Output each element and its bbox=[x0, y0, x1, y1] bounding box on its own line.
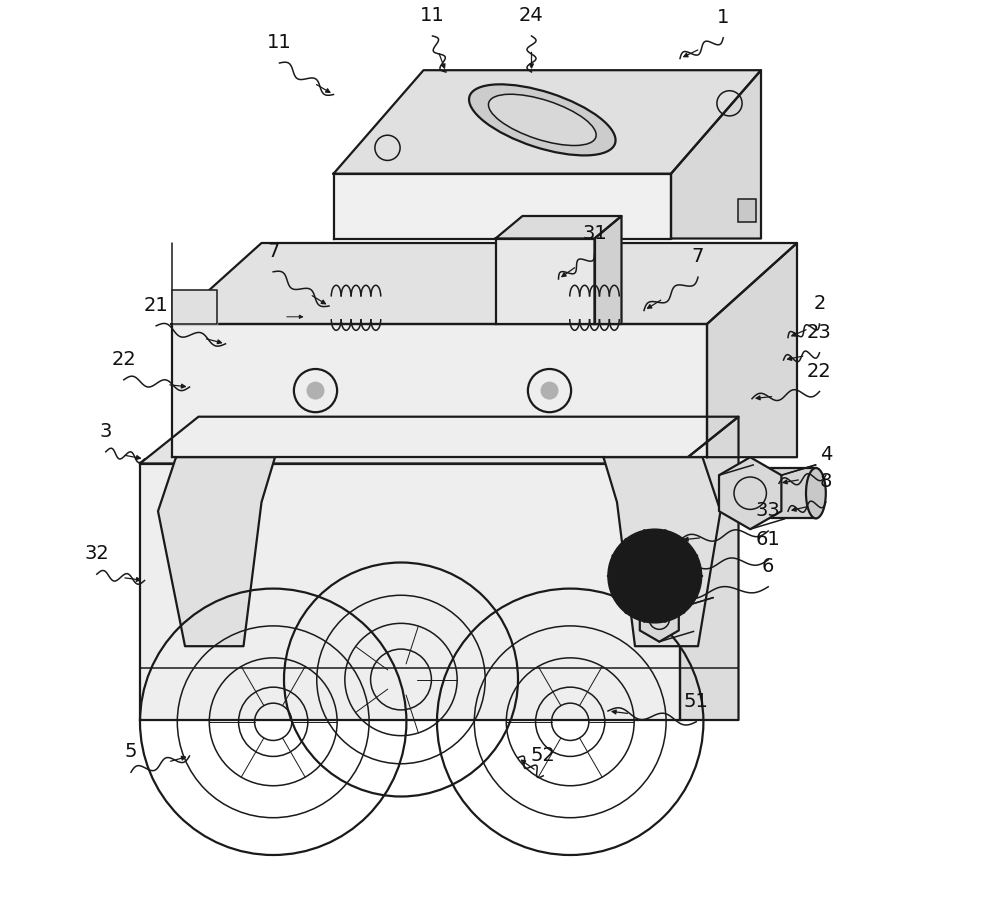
Polygon shape bbox=[334, 174, 671, 239]
Circle shape bbox=[608, 529, 702, 623]
Circle shape bbox=[635, 556, 675, 596]
Ellipse shape bbox=[806, 468, 826, 518]
Text: 32: 32 bbox=[84, 544, 109, 563]
Polygon shape bbox=[140, 464, 680, 720]
Polygon shape bbox=[594, 216, 622, 324]
Text: 11: 11 bbox=[420, 6, 445, 25]
Bar bbox=[757, 468, 816, 518]
Polygon shape bbox=[496, 238, 594, 324]
Polygon shape bbox=[140, 417, 738, 464]
Polygon shape bbox=[604, 457, 720, 646]
Circle shape bbox=[621, 542, 689, 610]
Ellipse shape bbox=[469, 85, 616, 156]
Polygon shape bbox=[172, 324, 707, 457]
Polygon shape bbox=[707, 243, 797, 457]
Text: 11: 11 bbox=[267, 33, 292, 52]
Circle shape bbox=[644, 565, 666, 587]
Text: 4: 4 bbox=[820, 446, 832, 464]
Polygon shape bbox=[680, 417, 738, 720]
Text: 31: 31 bbox=[582, 224, 607, 243]
Polygon shape bbox=[496, 216, 622, 239]
Polygon shape bbox=[334, 70, 761, 174]
Text: 21: 21 bbox=[144, 296, 169, 315]
Polygon shape bbox=[640, 597, 679, 642]
Text: 7: 7 bbox=[267, 242, 279, 261]
Text: 7: 7 bbox=[692, 248, 704, 266]
Polygon shape bbox=[719, 457, 781, 529]
Text: 22: 22 bbox=[807, 362, 832, 381]
Text: 6: 6 bbox=[762, 557, 774, 576]
Text: 23: 23 bbox=[807, 323, 832, 342]
Text: 22: 22 bbox=[111, 350, 136, 369]
Text: 5: 5 bbox=[125, 742, 137, 761]
Polygon shape bbox=[671, 70, 761, 238]
Text: 3: 3 bbox=[100, 422, 112, 441]
Text: 52: 52 bbox=[531, 746, 556, 765]
Text: 1: 1 bbox=[717, 8, 729, 27]
Ellipse shape bbox=[488, 94, 596, 146]
Text: 33: 33 bbox=[756, 501, 781, 520]
Text: 24: 24 bbox=[519, 6, 544, 25]
Polygon shape bbox=[158, 457, 275, 646]
Text: 51: 51 bbox=[684, 692, 709, 711]
Circle shape bbox=[540, 382, 558, 400]
Text: 61: 61 bbox=[756, 530, 781, 549]
Polygon shape bbox=[172, 243, 797, 324]
Bar bbox=[738, 199, 756, 222]
Polygon shape bbox=[172, 290, 216, 324]
Circle shape bbox=[306, 382, 324, 400]
Text: 2: 2 bbox=[813, 294, 826, 313]
Text: 8: 8 bbox=[820, 472, 832, 491]
